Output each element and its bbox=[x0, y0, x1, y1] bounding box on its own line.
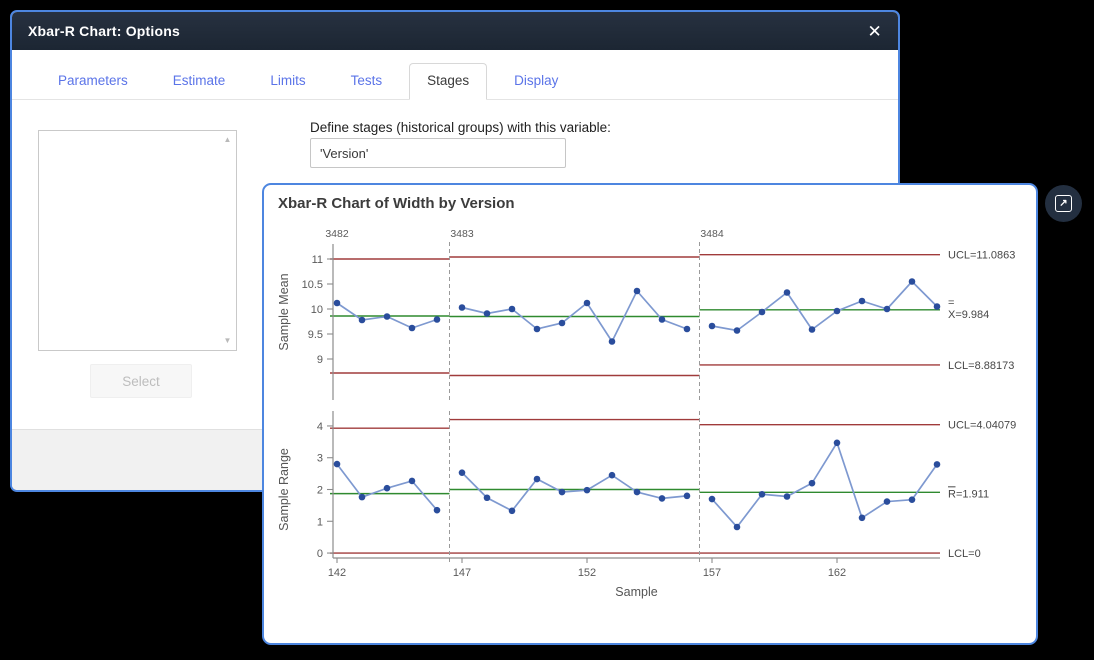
expand-button[interactable]: ↗ bbox=[1045, 185, 1082, 222]
listbox-scrollbar[interactable]: ▲ ▼ bbox=[219, 131, 236, 350]
svg-text:1: 1 bbox=[317, 516, 323, 528]
variables-listbox[interactable]: ▲ ▼ bbox=[38, 130, 237, 351]
svg-text:UCL=11.0863: UCL=11.0863 bbox=[948, 250, 1015, 262]
svg-text:3: 3 bbox=[317, 453, 323, 465]
define-stages-label: Define stages (historical groups) with t… bbox=[310, 120, 611, 135]
dialog-titlebar: Xbar-R Chart: Options ✕ bbox=[12, 12, 898, 50]
svg-text:X=9.984: X=9.984 bbox=[948, 309, 989, 321]
svg-text:4: 4 bbox=[317, 421, 323, 433]
chart-window: Xbar-R Chart of Width by Version 9 9.5 10 1… bbox=[262, 183, 1038, 645]
svg-text:0: 0 bbox=[317, 548, 323, 560]
svg-text:Sample Mean: Sample Mean bbox=[277, 273, 291, 350]
svg-text:10: 10 bbox=[311, 304, 323, 316]
tab-parameters[interactable]: Parameters bbox=[58, 73, 128, 88]
svg-text:152: 152 bbox=[578, 567, 596, 579]
open-in-new-window-icon: ↗ bbox=[1055, 195, 1072, 212]
svg-text:3483: 3483 bbox=[450, 228, 474, 240]
close-icon[interactable]: ✕ bbox=[867, 21, 882, 41]
svg-text:3482: 3482 bbox=[325, 228, 349, 240]
scroll-down-icon[interactable]: ▼ bbox=[223, 336, 232, 345]
svg-text:UCL=4.04079: UCL=4.04079 bbox=[948, 420, 1016, 432]
tab-stages[interactable]: Stages bbox=[409, 63, 488, 100]
svg-text:LCL=0: LCL=0 bbox=[948, 548, 981, 560]
svg-text:9: 9 bbox=[317, 354, 323, 366]
tab-limits[interactable]: Limits bbox=[270, 73, 306, 88]
stage-variable-input[interactable] bbox=[310, 138, 566, 168]
svg-text:157: 157 bbox=[703, 567, 721, 579]
svg-text:Sample Range: Sample Range bbox=[277, 448, 291, 531]
svg-text:Sample: Sample bbox=[615, 585, 657, 599]
svg-text:R=1.911: R=1.911 bbox=[948, 488, 989, 500]
svg-text:162: 162 bbox=[828, 567, 846, 579]
select-button[interactable]: Select bbox=[90, 364, 192, 398]
svg-text:9.5: 9.5 bbox=[308, 329, 323, 341]
chart-title: Xbar-R Chart of Width by Version bbox=[278, 195, 515, 212]
svg-text:147: 147 bbox=[453, 567, 471, 579]
svg-text:=: = bbox=[948, 297, 954, 309]
svg-text:11: 11 bbox=[312, 254, 323, 266]
tab-estimate[interactable]: Estimate bbox=[172, 73, 226, 88]
tab-bar: Parameters Estimate Limits Tests Stages Displ… bbox=[12, 50, 898, 100]
svg-text:LCL=8.88173: LCL=8.88173 bbox=[948, 360, 1014, 372]
svg-text:10.5: 10.5 bbox=[302, 279, 323, 291]
svg-text:3484: 3484 bbox=[700, 228, 724, 240]
tab-tests[interactable]: Tests bbox=[350, 73, 383, 88]
tab-display[interactable]: Display bbox=[514, 73, 559, 88]
scroll-up-icon[interactable]: ▲ bbox=[223, 135, 232, 144]
dialog-title: Xbar-R Chart: Options bbox=[28, 23, 180, 39]
svg-text:142: 142 bbox=[328, 567, 346, 579]
svg-text:2: 2 bbox=[317, 485, 323, 497]
